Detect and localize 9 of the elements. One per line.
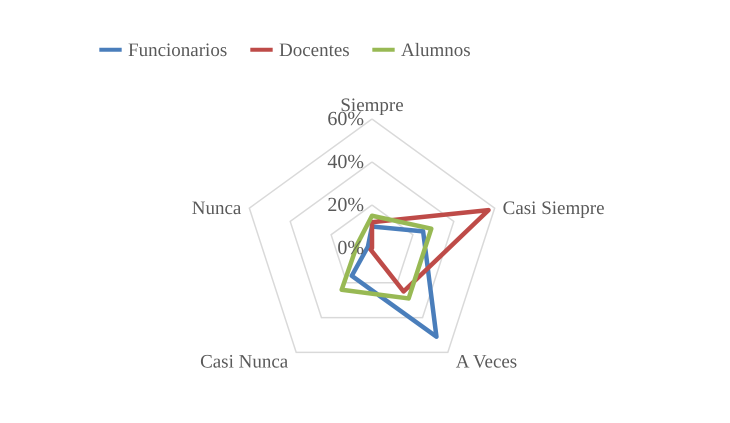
- spoke-label: Casi Siempre: [502, 198, 605, 220]
- y-tick-label: 20%: [327, 194, 364, 216]
- spoke-label: A Veces: [456, 351, 518, 372]
- y-tick-label: 40%: [327, 151, 364, 174]
- legend-label: Funcionarios: [128, 40, 228, 61]
- legend-label: Docentes: [279, 40, 350, 61]
- legend-label: Alumnos: [401, 40, 471, 61]
- spoke-label: Casi Nunca: [200, 351, 289, 372]
- spoke-label: Nunca: [192, 198, 242, 220]
